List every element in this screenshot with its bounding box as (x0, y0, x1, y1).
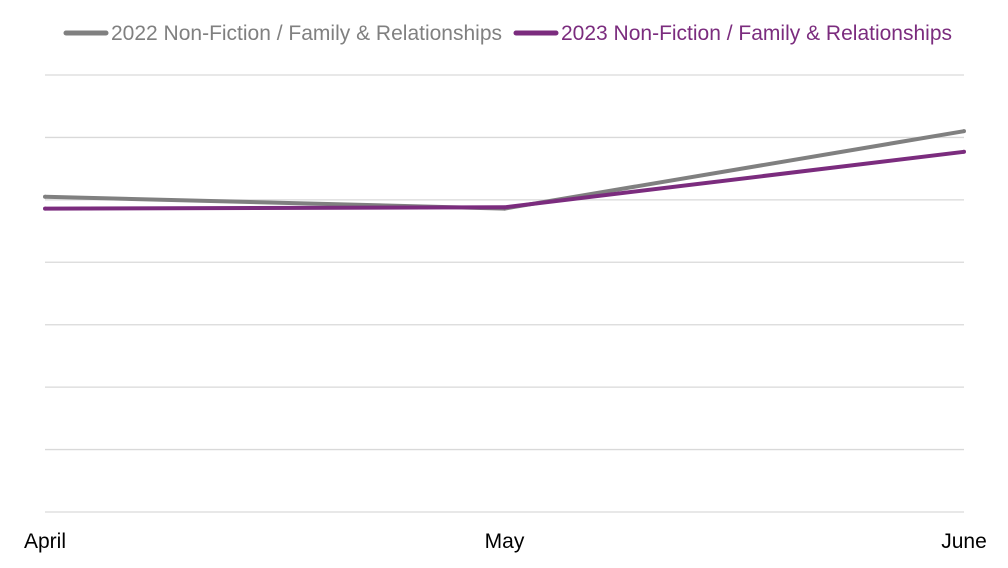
legend: 2022 Non-Fiction / Family & Relationship… (63, 22, 952, 45)
x-tick-label-june: June (941, 530, 987, 553)
data-point-0-2 (962, 129, 966, 134)
data-point-1-0 (43, 206, 47, 211)
legend-label-2023: 2023 Non-Fiction / Family & Relationship… (561, 22, 952, 45)
legend-label-2022: 2022 Non-Fiction / Family & Relationship… (111, 22, 502, 45)
data-point-0-0 (43, 194, 47, 199)
x-axis: April May June (24, 530, 987, 553)
gridlines (45, 74, 964, 513)
data-point-1-1 (502, 205, 507, 210)
series-layer (43, 129, 966, 211)
x-tick-label-april: April (24, 530, 66, 553)
data-point-1-2 (962, 149, 966, 154)
x-tick-label-may: May (485, 530, 525, 553)
